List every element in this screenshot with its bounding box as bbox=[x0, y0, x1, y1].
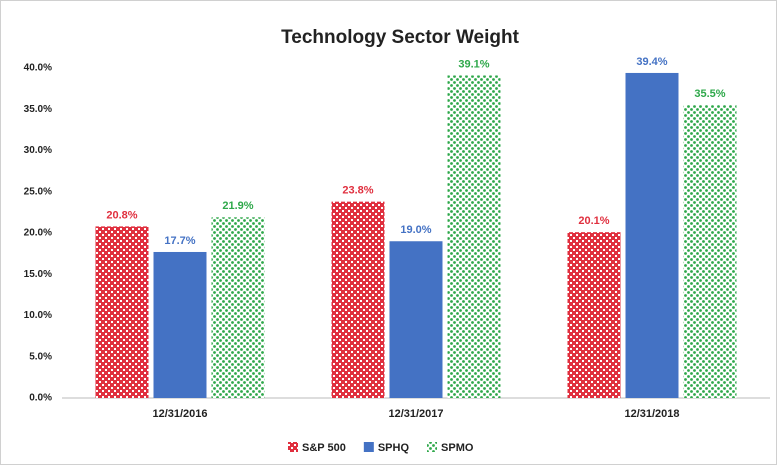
legend-label: SPMO bbox=[441, 442, 474, 454]
legend-label: SPHQ bbox=[378, 442, 410, 454]
legend-label: S&P 500 bbox=[302, 442, 346, 454]
y-tick-label: 10.0% bbox=[24, 310, 52, 321]
bar bbox=[447, 75, 501, 399]
y-tick-label: 35.0% bbox=[24, 104, 52, 115]
bar bbox=[389, 241, 443, 398]
value-label: 17.7% bbox=[164, 235, 195, 247]
value-label: 20.1% bbox=[578, 215, 609, 227]
y-tick-label: 30.0% bbox=[24, 145, 52, 156]
bar bbox=[95, 226, 149, 398]
legend-swatch bbox=[288, 442, 298, 452]
y-tick-label: 0.0% bbox=[29, 393, 52, 404]
bar bbox=[567, 232, 621, 398]
legend-swatch bbox=[363, 442, 374, 452]
value-label: 39.1% bbox=[458, 58, 489, 70]
legend-swatch bbox=[427, 442, 438, 452]
bar bbox=[153, 251, 207, 398]
y-tick-label: 25.0% bbox=[24, 186, 52, 197]
y-tick-label: 15.0% bbox=[24, 269, 52, 280]
chart-title: Technology Sector Weight bbox=[281, 27, 520, 48]
y-tick-label: 5.0% bbox=[29, 351, 52, 362]
value-label: 20.8% bbox=[106, 209, 137, 221]
value-label: 35.5% bbox=[694, 88, 725, 100]
x-tick-label: 12/31/2018 bbox=[624, 408, 679, 420]
bar bbox=[683, 105, 737, 398]
x-tick-label: 12/31/2017 bbox=[388, 408, 443, 420]
bar bbox=[625, 72, 679, 398]
y-tick-label: 20.0% bbox=[24, 228, 52, 239]
bar bbox=[211, 217, 265, 398]
value-label: 19.0% bbox=[400, 224, 431, 236]
value-label: 23.8% bbox=[342, 185, 373, 197]
value-label: 21.9% bbox=[222, 200, 253, 212]
value-label: 39.4% bbox=[636, 56, 667, 68]
y-tick-label: 40.0% bbox=[24, 63, 52, 74]
bar bbox=[331, 201, 385, 398]
x-tick-label: 12/31/2016 bbox=[152, 408, 207, 420]
